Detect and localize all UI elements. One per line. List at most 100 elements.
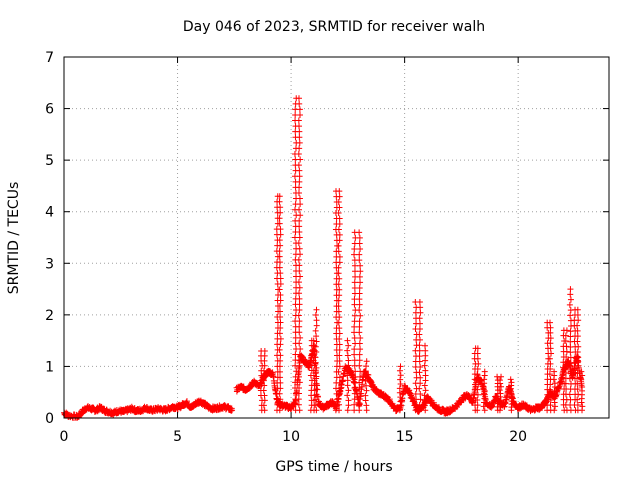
data-point	[261, 347, 268, 354]
data-point	[295, 240, 302, 247]
data-point	[335, 368, 342, 375]
plot-frame	[63, 56, 610, 419]
data-point	[397, 376, 404, 383]
data-point	[335, 281, 342, 288]
data-point	[276, 368, 283, 375]
data-point	[357, 346, 364, 353]
data-point	[351, 246, 358, 253]
data-point	[481, 395, 488, 402]
data-point	[551, 391, 558, 398]
data-point	[313, 391, 320, 398]
data-point	[574, 401, 581, 408]
data-point	[481, 368, 488, 375]
data-point	[417, 374, 424, 381]
data-point	[422, 342, 429, 349]
data-point	[357, 246, 364, 253]
data-point	[296, 340, 303, 347]
data-point	[355, 401, 362, 408]
data-point	[563, 327, 570, 334]
data-point	[295, 189, 302, 196]
data-point	[312, 343, 319, 350]
data-point	[397, 372, 404, 379]
data-point	[474, 386, 481, 393]
data-point	[336, 215, 343, 222]
data-point	[296, 217, 303, 224]
data-point	[579, 403, 586, 410]
data-point	[336, 385, 343, 392]
data-point	[416, 353, 423, 360]
data-point	[356, 240, 363, 247]
data-point	[547, 366, 554, 373]
data-point	[357, 279, 364, 286]
data-point	[547, 396, 554, 403]
data-point	[574, 306, 581, 313]
data-point	[277, 270, 284, 277]
data-point	[547, 381, 554, 388]
data-point	[296, 100, 303, 107]
data-point	[579, 372, 586, 379]
data-point	[297, 156, 304, 163]
data-point	[336, 286, 343, 293]
data-point	[296, 351, 303, 358]
data-point	[416, 385, 423, 392]
data-point	[313, 338, 320, 345]
data-point	[311, 342, 318, 349]
data-point	[277, 242, 284, 249]
y-tick-label: 7	[45, 50, 54, 66]
data-point	[276, 215, 283, 222]
data-point	[574, 349, 581, 356]
data-point	[312, 311, 319, 318]
data-point	[566, 391, 573, 398]
data-point	[562, 332, 569, 339]
data-point	[421, 382, 428, 389]
data-point	[574, 333, 581, 340]
data-point	[417, 380, 424, 387]
data-point	[336, 374, 343, 381]
data-point	[575, 343, 582, 350]
data-point	[547, 360, 554, 367]
data-point	[296, 184, 303, 191]
data-point	[336, 193, 343, 200]
data-point	[396, 367, 403, 374]
data-point	[344, 337, 351, 344]
data-point	[546, 319, 553, 326]
data-point	[356, 351, 363, 358]
data-point	[297, 201, 304, 208]
data-point	[356, 379, 363, 386]
data-point	[351, 334, 358, 341]
data-point	[335, 226, 342, 233]
data-point	[362, 392, 369, 399]
data-point	[574, 327, 581, 334]
data-point	[357, 268, 364, 275]
data-point	[351, 329, 358, 336]
data-point	[295, 279, 302, 286]
y-tick-label: 5	[45, 153, 54, 169]
data-point	[297, 345, 304, 352]
data-point	[296, 323, 303, 330]
data-point	[356, 318, 363, 325]
data-point	[277, 281, 284, 288]
data-point	[496, 387, 503, 394]
data-point	[574, 364, 581, 371]
data-point	[295, 390, 302, 397]
data-point	[363, 358, 370, 365]
data-point	[314, 386, 321, 393]
data-point	[261, 367, 268, 374]
data-point	[276, 363, 283, 370]
data-point	[296, 195, 303, 202]
data-point	[356, 396, 362, 403]
data-point	[296, 234, 303, 241]
data-point	[546, 355, 553, 362]
data-point	[351, 323, 358, 330]
data-point	[277, 385, 284, 392]
data-point	[276, 237, 283, 244]
data-point	[417, 363, 424, 370]
data-point	[335, 210, 342, 217]
data-point	[276, 248, 283, 255]
data-point	[474, 402, 481, 409]
data-point	[296, 318, 303, 325]
data-point	[363, 363, 370, 370]
data-point	[474, 371, 481, 378]
